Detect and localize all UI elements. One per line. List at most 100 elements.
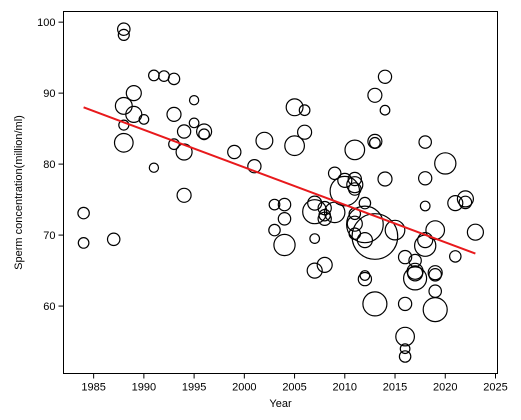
data-point-86: [428, 267, 442, 282]
x-tick-label: 1995: [182, 382, 206, 394]
data-point-93: [458, 195, 473, 210]
data-point-24: [198, 128, 211, 141]
data-point-72: [395, 326, 416, 347]
data-point-39: [309, 233, 321, 245]
x-tick-label: 2010: [333, 382, 357, 394]
data-point-57: [346, 205, 384, 244]
data-point-56: [358, 196, 372, 210]
data-point-32: [273, 233, 296, 257]
trend-line: [83, 106, 476, 255]
data-point-64: [351, 213, 399, 260]
data-point-27: [255, 131, 274, 150]
data-point-12: [147, 69, 160, 82]
x-tick-label: 2020: [433, 382, 457, 394]
data-point-74: [398, 350, 412, 363]
data-point-85: [427, 265, 443, 281]
data-point-5: [117, 28, 130, 42]
data-point-40: [306, 262, 323, 279]
x-tick-label: 1990: [132, 382, 156, 394]
data-point-34: [284, 135, 306, 157]
data-point-15: [167, 72, 181, 86]
x-tick-label: 2025: [483, 382, 507, 394]
data-point-69: [384, 219, 406, 241]
data-point-71: [397, 296, 413, 312]
data-point-81: [419, 200, 431, 212]
data-point-87: [428, 284, 442, 298]
data-point-68: [377, 171, 393, 187]
data-point-16: [166, 106, 182, 123]
data-point-77: [407, 265, 424, 282]
data-point-35: [298, 104, 311, 117]
data-point-13: [148, 162, 160, 173]
data-point-65: [362, 291, 388, 317]
x-tick-label: 2000: [232, 382, 256, 394]
data-point-8: [113, 132, 134, 153]
data-point-11: [138, 113, 150, 125]
data-point-26: [247, 158, 262, 174]
x-axis-label: Year: [269, 398, 292, 410]
y-tick-label: 80: [43, 159, 55, 171]
points-layer: [77, 22, 484, 363]
data-point-94: [466, 223, 484, 241]
data-point-51: [346, 176, 364, 194]
data-point-63: [369, 136, 381, 149]
data-point-1: [77, 206, 90, 220]
data-point-33: [285, 98, 304, 117]
x-tick-label: 2005: [282, 382, 306, 394]
y-axis-ticks: 60 70 80 90 100: [37, 17, 64, 313]
data-point-76: [406, 262, 424, 280]
x-tick-label: 1985: [81, 382, 105, 394]
data-point-21: [188, 94, 200, 106]
data-point-50: [347, 171, 362, 187]
data-point-67: [379, 104, 391, 116]
data-point-79: [418, 135, 432, 149]
data-point-70: [397, 249, 413, 265]
data-point-88: [422, 297, 448, 323]
data-point-66: [377, 69, 393, 85]
data-point-2: [77, 236, 90, 249]
data-point-52: [347, 182, 362, 196]
data-point-23: [196, 123, 213, 140]
y-tick-label: 100: [37, 17, 55, 29]
data-point-36: [297, 124, 313, 140]
data-point-91: [448, 250, 462, 263]
x-axis-ticks: 1985 1990 1995 2000 2005 2010 2015 2020 2025: [81, 373, 508, 394]
data-point-89: [434, 152, 457, 175]
data-point-22: [188, 117, 200, 129]
data-point-73: [399, 343, 411, 355]
y-tick-label: 70: [43, 230, 55, 242]
trend-layer: [83, 106, 476, 255]
y-tick-label: 60: [43, 301, 55, 313]
data-point-44: [316, 256, 333, 273]
data-point-25: [227, 144, 242, 160]
data-point-49: [344, 139, 366, 161]
data-point-10: [125, 105, 143, 124]
data-point-61: [367, 87, 383, 103]
data-point-4: [117, 22, 131, 36]
data-point-20: [176, 187, 192, 203]
plot-frame: [63, 11, 498, 374]
data-point-28: [268, 198, 281, 211]
data-point-58: [356, 232, 373, 249]
data-point-9: [125, 84, 142, 102]
y-axis-label: Sperm concentration(million/ml): [13, 115, 25, 270]
data-point-30: [277, 197, 292, 212]
data-point-6: [114, 96, 133, 115]
data-point-47: [337, 172, 353, 188]
data-point-55: [348, 227, 362, 240]
data-point-45: [327, 166, 342, 181]
data-point-18: [176, 124, 192, 139]
data-point-82: [417, 232, 434, 249]
data-point-59: [357, 271, 373, 287]
data-point-54: [346, 215, 363, 232]
data-point-31: [277, 212, 292, 226]
data-point-3: [106, 232, 121, 247]
y-tick-label: 90: [43, 88, 55, 100]
x-tick-label: 2015: [383, 382, 407, 394]
data-point-37: [307, 195, 323, 211]
data-point-92: [456, 190, 474, 208]
data-point-17: [168, 138, 180, 151]
data-point-14: [158, 70, 170, 82]
data-point-90: [447, 195, 464, 212]
